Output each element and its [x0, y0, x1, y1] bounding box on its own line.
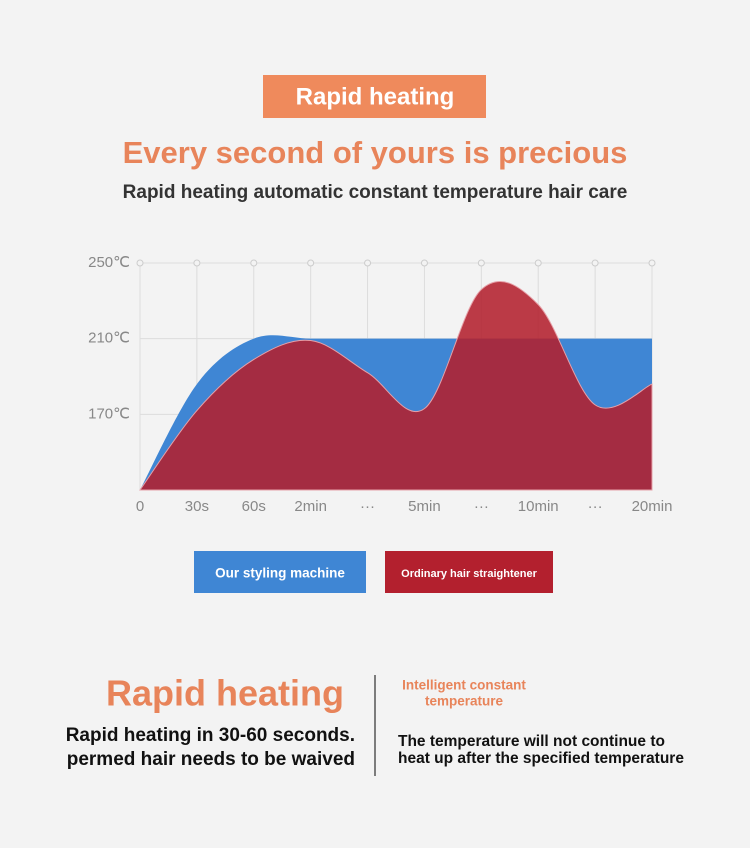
- footer-subtitle: temperature: [425, 694, 504, 709]
- y-tick-label: 210℃: [88, 330, 130, 347]
- area: [139, 280, 653, 491]
- legend-label: Our styling machine: [215, 566, 345, 581]
- grid-dot: [420, 259, 428, 267]
- footer-text: permed hair needs to be waived: [67, 749, 355, 770]
- x-tick-label: 10min: [518, 498, 559, 515]
- grid-dot: [477, 259, 485, 267]
- grid-dot: [193, 259, 201, 267]
- footer-text: heat up after the specified temperature: [398, 750, 684, 767]
- grid-dot: [307, 259, 315, 267]
- chart: 170℃ 210℃ 250℃ 0 30s 60s 2min ··· 5min ··· 10min ··…: [88, 254, 672, 515]
- y-tick-label: 250℃: [88, 254, 130, 271]
- legend-swatch: [385, 551, 553, 593]
- x-tick-label: ···: [474, 498, 489, 515]
- subtitle: Rapid heating automatic constant tempera…: [123, 182, 628, 203]
- legend-label: Ordinary hair straightener: [401, 568, 537, 580]
- grid-dot: [591, 259, 599, 267]
- footer-text: The temperature will not continue to: [398, 733, 665, 750]
- y-tick-label: 170℃: [88, 405, 130, 422]
- grid-dot: [534, 259, 542, 267]
- legend: Our styling machine Ordinary hair straigh…: [194, 551, 553, 593]
- x-tick-label: ···: [588, 498, 603, 515]
- footer-title: Rapid heating: [106, 673, 344, 714]
- footer-text: Rapid heating in 30-60 seconds.: [66, 725, 355, 746]
- x-tick-label: 5min: [408, 498, 441, 515]
- legend-swatch: [194, 551, 366, 593]
- grid-dot: [364, 259, 372, 267]
- footer-subtitle: Intelligent constant: [402, 678, 526, 693]
- badge-text: Rapid heating: [296, 83, 455, 110]
- grid-dot: [136, 259, 144, 267]
- x-tick-label: 20min: [632, 498, 673, 515]
- x-tick-label: 0: [136, 498, 144, 515]
- title: Every second of yours is precious: [123, 135, 628, 170]
- grid-dot: [648, 259, 656, 267]
- badge: [263, 75, 486, 118]
- x-tick-label: 60s: [242, 498, 266, 515]
- x-tick-label: ···: [360, 498, 375, 515]
- x-tick-label: 2min: [294, 498, 327, 515]
- grid-dot: [250, 259, 258, 267]
- x-tick-label: 30s: [185, 498, 209, 515]
